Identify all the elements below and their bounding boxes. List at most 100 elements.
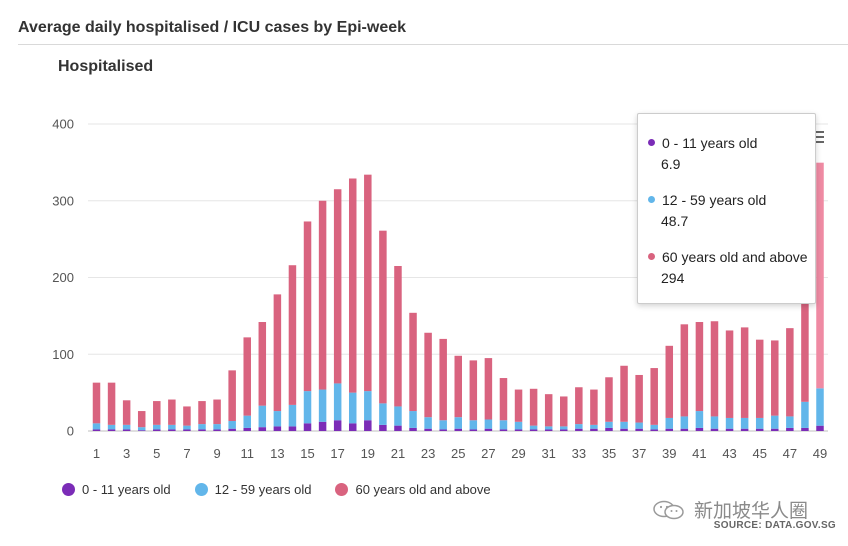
bar-segment-week-7-series-3[interactable] [183, 406, 191, 426]
bar-segment-week-23-series-3[interactable] [424, 332, 432, 418]
bar-segment-week-1-series-1[interactable] [92, 429, 101, 431]
bar-segment-week-8-series-3[interactable] [198, 401, 206, 425]
bar-segment-week-32-series-3[interactable] [560, 396, 568, 427]
bar-segment-week-13-series-2[interactable] [273, 411, 282, 427]
bar-segment-week-17-series-2[interactable] [333, 383, 342, 421]
bar-segment-week-9-series-3[interactable] [213, 399, 221, 425]
legend-item-12-59[interactable]: 12 - 59 years old [194, 482, 311, 497]
bar-segment-week-47-series-3[interactable] [786, 328, 794, 417]
bar-segment-week-18-series-2[interactable] [348, 392, 357, 424]
bar-segment-week-34-series-2[interactable] [590, 424, 598, 429]
bar-segment-week-29-series-1[interactable] [514, 429, 523, 431]
bar-segment-week-26-series-1[interactable] [469, 429, 478, 431]
bar-segment-week-26-series-3[interactable] [469, 360, 478, 421]
bar-segment-week-30-series-3[interactable] [529, 388, 538, 426]
bar-segment-week-14-series-3[interactable] [288, 265, 297, 405]
bar-segment-week-1-series-3[interactable] [92, 382, 101, 424]
bar-segment-week-14-series-2[interactable] [288, 404, 297, 427]
bar-segment-week-44-series-3[interactable] [740, 327, 749, 418]
bar-segment-week-4-series-2[interactable] [137, 427, 146, 431]
bar-segment-week-16-series-3[interactable] [318, 200, 327, 390]
bar-segment-week-17-series-1[interactable] [333, 420, 342, 431]
bar-segment-week-13-series-1[interactable] [273, 426, 282, 431]
bar-segment-week-24-series-2[interactable] [439, 420, 447, 430]
bar-segment-week-28-series-2[interactable] [499, 420, 508, 430]
bar-segment-week-39-series-2[interactable] [665, 417, 674, 429]
bar-segment-week-49-series-3[interactable] [816, 162, 824, 389]
bar-segment-week-34-series-1[interactable] [590, 428, 598, 431]
bar-segment-week-30-series-1[interactable] [529, 429, 538, 431]
bar-segment-week-32-series-1[interactable] [560, 429, 568, 431]
bar-segment-week-38-series-2[interactable] [650, 424, 658, 430]
bar-segment-week-41-series-1[interactable] [695, 427, 704, 431]
bar-segment-week-3-series-2[interactable] [122, 424, 131, 430]
bar-segment-week-26-series-2[interactable] [469, 420, 478, 430]
bar-segment-week-40-series-1[interactable] [680, 428, 689, 431]
bar-segment-week-37-series-1[interactable] [635, 428, 643, 431]
bar-segment-week-6-series-1[interactable] [168, 429, 176, 431]
bar-segment-week-48-series-2[interactable] [801, 401, 809, 428]
bar-segment-week-44-series-2[interactable] [740, 417, 749, 429]
bar-segment-week-38-series-3[interactable] [650, 368, 658, 425]
bar-segment-week-17-series-3[interactable] [333, 189, 342, 384]
bar-segment-week-19-series-3[interactable] [364, 174, 372, 392]
bar-segment-week-2-series-2[interactable] [107, 424, 116, 430]
bar-segment-week-39-series-3[interactable] [665, 345, 674, 418]
bar-segment-week-10-series-1[interactable] [228, 428, 236, 431]
bar-segment-week-43-series-2[interactable] [725, 417, 734, 429]
bar-segment-week-43-series-1[interactable] [725, 428, 734, 431]
bar-segment-week-29-series-2[interactable] [514, 421, 523, 430]
bar-segment-week-31-series-3[interactable] [544, 394, 553, 427]
bar-segment-week-21-series-1[interactable] [394, 425, 402, 431]
bar-segment-week-35-series-1[interactable] [605, 427, 613, 431]
bar-segment-week-9-series-1[interactable] [213, 429, 221, 431]
bar-segment-week-27-series-3[interactable] [484, 358, 493, 420]
bar-segment-week-35-series-2[interactable] [605, 421, 613, 428]
bar-segment-week-36-series-1[interactable] [620, 428, 628, 431]
bar-segment-week-37-series-2[interactable] [635, 422, 643, 429]
bar-segment-week-9-series-2[interactable] [213, 424, 221, 430]
bar-segment-week-15-series-1[interactable] [303, 423, 312, 431]
bar-segment-week-47-series-1[interactable] [786, 427, 794, 431]
bar-segment-week-22-series-3[interactable] [409, 312, 417, 412]
bar-segment-week-20-series-3[interactable] [379, 230, 387, 404]
bar-segment-week-40-series-3[interactable] [680, 324, 689, 417]
bar-segment-week-21-series-3[interactable] [394, 265, 402, 407]
bar-segment-week-11-series-2[interactable] [243, 415, 251, 428]
bar-segment-week-40-series-2[interactable] [680, 416, 689, 429]
bar-segment-week-3-series-3[interactable] [122, 400, 131, 425]
bar-segment-week-12-series-3[interactable] [258, 322, 267, 406]
bar-segment-week-23-series-2[interactable] [424, 417, 432, 429]
bar-segment-week-8-series-1[interactable] [198, 429, 206, 431]
bar-segment-week-5-series-1[interactable] [153, 429, 161, 431]
hamburger-menu-icon[interactable] [812, 131, 824, 143]
bar-segment-week-27-series-2[interactable] [484, 419, 493, 429]
bar-segment-week-48-series-3[interactable] [801, 279, 809, 402]
bar-segment-week-2-series-3[interactable] [107, 382, 116, 425]
bar-segment-week-31-series-1[interactable] [544, 429, 553, 431]
legend-item-0-11[interactable]: 0 - 11 years old [62, 482, 171, 497]
bar-segment-week-42-series-3[interactable] [710, 321, 719, 417]
bar-segment-week-20-series-1[interactable] [379, 424, 387, 431]
bar-segment-week-41-series-2[interactable] [695, 411, 704, 428]
bar-segment-week-49-series-1[interactable] [816, 425, 824, 431]
bar-segment-week-46-series-2[interactable] [771, 415, 779, 429]
bar-segment-week-7-series-1[interactable] [183, 429, 191, 431]
bar-segment-week-3-series-1[interactable] [122, 429, 131, 431]
bar-segment-week-45-series-1[interactable] [755, 428, 764, 431]
bar-segment-week-25-series-3[interactable] [454, 355, 463, 418]
bar-segment-week-4-series-1[interactable] [137, 430, 146, 431]
bar-segment-week-18-series-1[interactable] [348, 423, 357, 431]
bar-segment-week-16-series-1[interactable] [318, 421, 327, 431]
bar-segment-week-7-series-2[interactable] [183, 425, 191, 430]
bar-segment-week-22-series-1[interactable] [409, 427, 417, 431]
bar-segment-week-37-series-3[interactable] [635, 374, 643, 423]
bar-segment-week-12-series-2[interactable] [258, 405, 267, 428]
bar-segment-week-15-series-3[interactable] [303, 221, 312, 392]
bar-segment-week-2-series-1[interactable] [107, 429, 116, 431]
legend-item-60-above[interactable]: 60 years old and above [335, 482, 491, 497]
bar-segment-week-49-series-2[interactable] [816, 388, 824, 426]
bar-segment-week-1-series-2[interactable] [92, 423, 101, 430]
bar-segment-week-15-series-2[interactable] [303, 391, 312, 424]
bar-segment-week-19-series-1[interactable] [364, 420, 372, 431]
